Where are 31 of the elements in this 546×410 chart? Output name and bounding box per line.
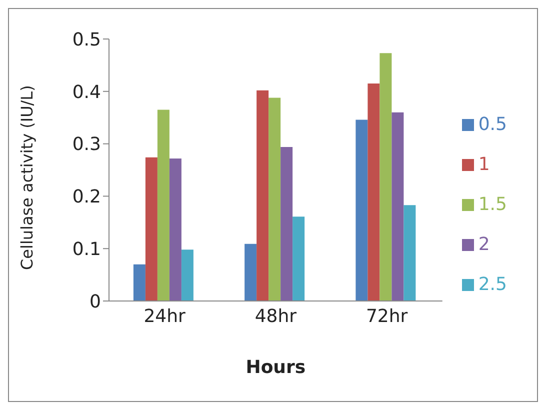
- bar: [133, 264, 146, 301]
- x-tick-label: 48hr: [254, 306, 298, 327]
- legend-label: 0.5: [478, 114, 507, 135]
- bar: [256, 90, 269, 301]
- y-tick-label: 0: [90, 291, 101, 312]
- y-axis-title: Cellulase activity (IU/L): [18, 85, 37, 270]
- bar: [169, 158, 182, 301]
- legend-label: 1: [478, 154, 490, 175]
- legend-label: 1.5: [478, 194, 507, 215]
- legend-label: 2: [478, 234, 490, 255]
- bar: [268, 98, 281, 301]
- x-axis-title: Hours: [246, 357, 306, 378]
- bar: [380, 53, 392, 301]
- bar: [280, 146, 293, 301]
- bar: [145, 157, 158, 301]
- y-tick-label: 0.3: [72, 134, 101, 156]
- bar: [157, 110, 170, 301]
- bar: [292, 216, 305, 301]
- bar: [244, 244, 257, 301]
- y-tick-label: 0.4: [72, 82, 101, 103]
- bar: [392, 112, 404, 301]
- y-tick-label: 0.5: [72, 29, 101, 50]
- bar: [404, 205, 416, 301]
- y-tick-label: 0.2: [72, 186, 101, 208]
- x-tick-label: 24hr: [144, 306, 186, 327]
- bar: [368, 84, 380, 301]
- bar: [181, 250, 194, 301]
- bar: [356, 120, 368, 301]
- legend-label: 2.5: [478, 274, 507, 295]
- x-tick-label: 72hr: [366, 306, 408, 327]
- y-tick-label: 0.1: [72, 238, 101, 260]
